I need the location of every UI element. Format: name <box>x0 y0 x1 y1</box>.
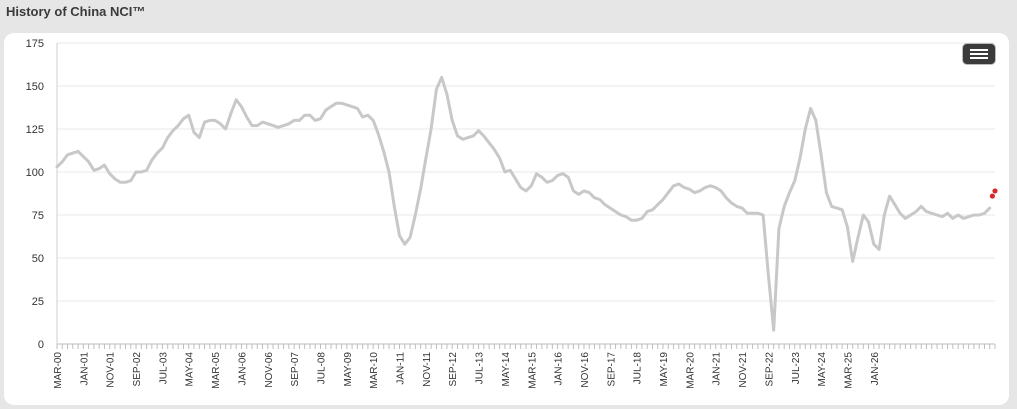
x-tick-label: JAN-01 <box>79 352 90 386</box>
x-tick-label: NOV-11 <box>422 352 433 387</box>
x-tick-label: JAN-16 <box>554 352 565 386</box>
y-tick-label: 125 <box>26 124 44 136</box>
y-tick-label: 175 <box>26 38 44 50</box>
x-tick-label: JAN-21 <box>712 352 723 386</box>
x-tick-label: SEP-17 <box>606 352 617 387</box>
forecast-point <box>992 188 998 194</box>
x-tick-label: JAN-26 <box>870 352 881 386</box>
x-tick-label: JUL-08 <box>316 352 327 385</box>
x-tick-label: MAY-24 <box>817 352 828 387</box>
x-tick-label: MAR-20 <box>685 352 696 389</box>
x-tick-label: JAN-06 <box>237 352 248 386</box>
gridlines <box>57 42 995 302</box>
x-tick-label: NOV-06 <box>264 352 275 388</box>
hamburger-menu-icon[interactable] <box>963 44 995 64</box>
x-tick-label: MAR-15 <box>527 352 538 389</box>
y-tick-label: 25 <box>32 296 44 308</box>
x-tick-label: JUL-03 <box>158 352 169 385</box>
y-axis: 0 25 50 75 100 125 150 175 <box>26 38 58 351</box>
y-tick-label: 150 <box>26 81 44 93</box>
x-tick-label: NOV-21 <box>738 352 749 388</box>
x-tick-label: SEP-22 <box>764 352 775 387</box>
x-tick-label: JUL-23 <box>791 352 802 385</box>
x-tick-label: MAR-25 <box>843 352 854 389</box>
nci-series-line <box>55 75 992 332</box>
x-tick-label: SEP-12 <box>448 352 459 387</box>
x-tick-label: MAY-04 <box>185 352 196 387</box>
chart-title: History of China NCI™ <box>6 4 146 19</box>
x-tick-label: JAN-11 <box>396 352 407 385</box>
forecast-point <box>989 193 995 199</box>
y-tick-label: 75 <box>32 210 44 222</box>
y-tick-label: 50 <box>32 253 44 265</box>
x-tick-label: MAR-00 <box>53 352 64 389</box>
x-tick-label: SEP-02 <box>132 352 143 387</box>
x-tick-label: NOV-01 <box>106 352 117 388</box>
x-axis: MAR-00 JAN-01 NOV-01 SEP-02 JUL-03 MAY-04 MAR-… <box>53 343 996 389</box>
chart-panel <box>4 33 1009 405</box>
x-tick-label: NOV-16 <box>580 352 591 388</box>
x-tick-label: MAR-10 <box>369 352 380 389</box>
x-tick-label: JUL-13 <box>475 352 486 385</box>
y-tick-label: 0 <box>38 339 44 351</box>
y-tick-label: 100 <box>26 167 44 179</box>
x-tick-label: MAR-05 <box>211 352 222 389</box>
x-tick-label: SEP-07 <box>290 352 301 387</box>
x-tick-label: JUL-18 <box>633 352 644 385</box>
x-tick-label: MAY-14 <box>501 352 512 387</box>
x-tick-label: MAY-19 <box>659 352 670 387</box>
plot-area <box>55 75 998 332</box>
x-tick-label: MAY-09 <box>343 352 354 387</box>
